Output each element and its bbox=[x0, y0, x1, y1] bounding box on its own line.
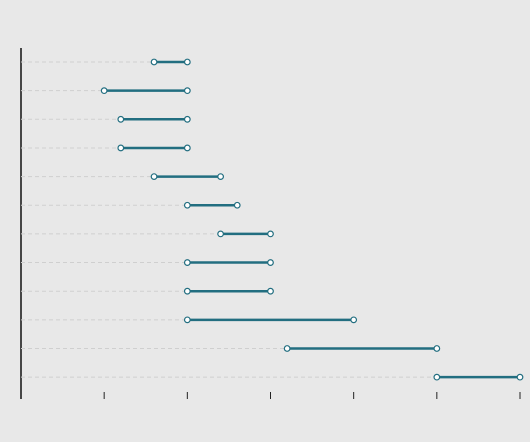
start-dot bbox=[283, 345, 291, 352]
start-dot bbox=[150, 58, 158, 66]
start-dot bbox=[217, 230, 225, 238]
end-dot bbox=[267, 287, 274, 295]
end-dot bbox=[267, 259, 274, 266]
end-dot bbox=[350, 316, 358, 324]
end-dot bbox=[183, 115, 191, 123]
end-dot bbox=[183, 144, 191, 152]
start-dot bbox=[183, 259, 191, 266]
end-dot bbox=[233, 201, 241, 209]
end-dot bbox=[183, 58, 191, 66]
end-dot bbox=[217, 173, 225, 181]
start-dot bbox=[117, 115, 125, 123]
end-dot bbox=[433, 345, 441, 352]
start-dot bbox=[150, 173, 158, 181]
end-dot bbox=[516, 373, 524, 381]
start-dot bbox=[117, 144, 125, 152]
end-dot bbox=[267, 230, 274, 238]
start-dot bbox=[183, 316, 191, 324]
start-dot bbox=[183, 201, 191, 209]
end-dot bbox=[183, 87, 191, 95]
start-dot bbox=[183, 287, 191, 295]
start-dot bbox=[433, 373, 441, 381]
start-dot bbox=[100, 87, 108, 95]
